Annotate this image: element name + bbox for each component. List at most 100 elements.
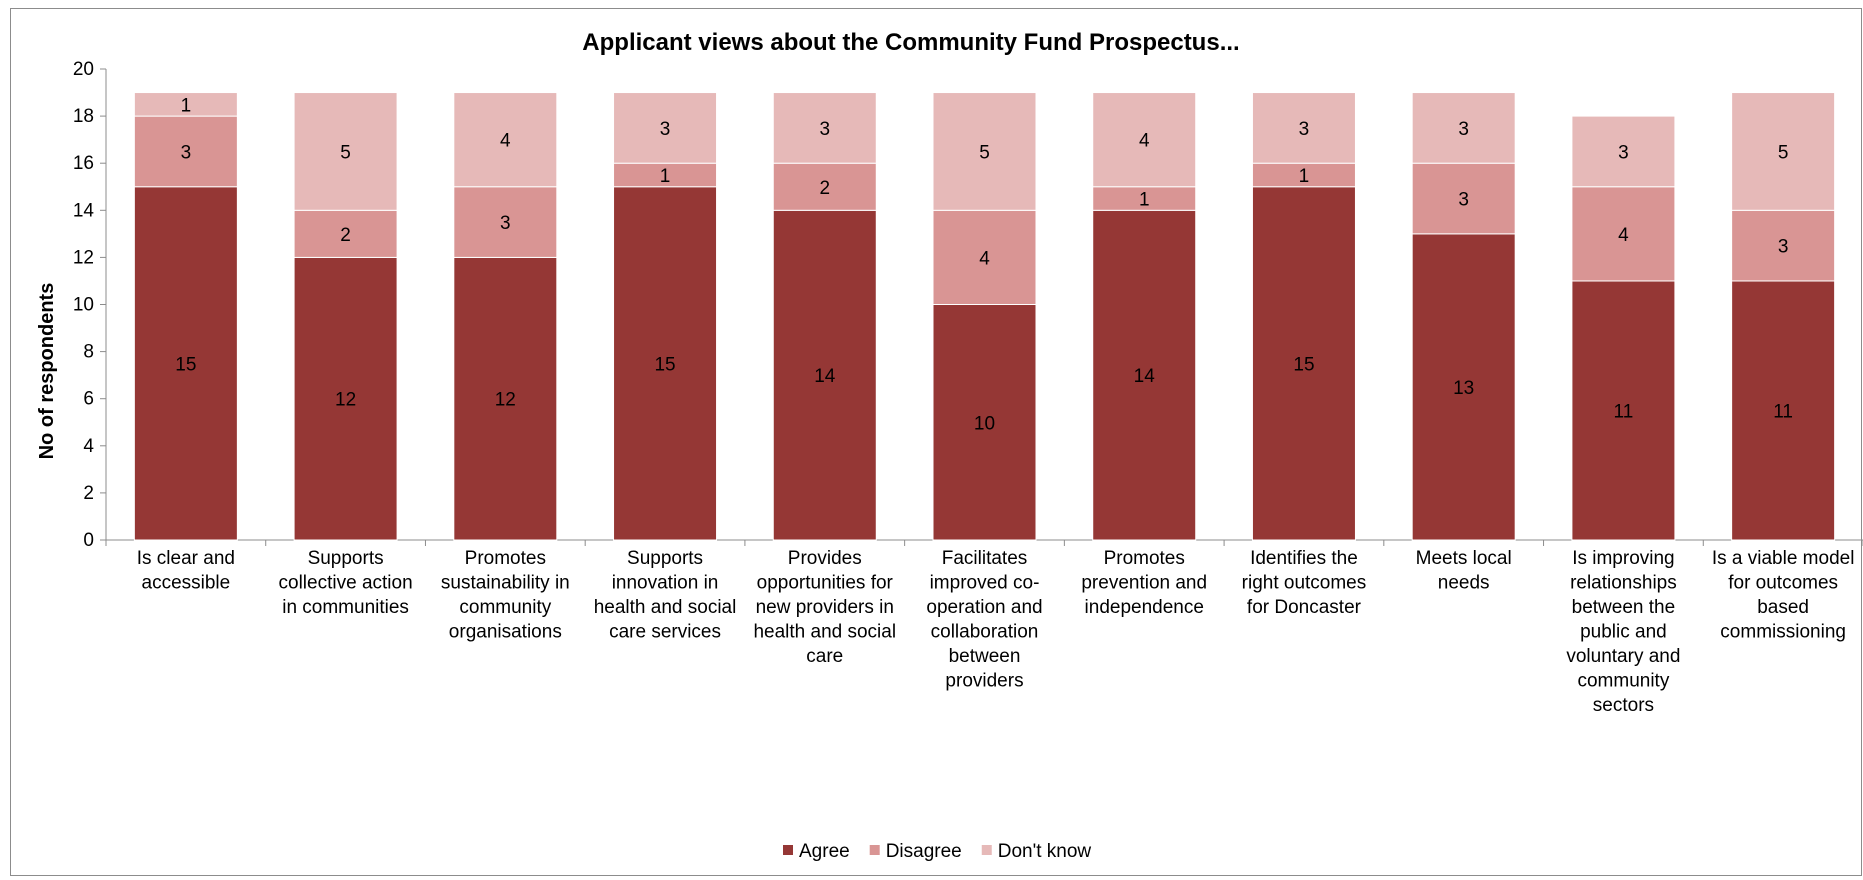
data-label: 3 [660, 119, 671, 140]
legend-swatch [869, 845, 880, 855]
y-tick-label: 12 [73, 247, 94, 268]
bar-segment [453, 186, 558, 258]
bar-segment [293, 256, 398, 541]
y-tick-label: 20 [73, 59, 94, 80]
bar-segment [1411, 233, 1516, 541]
category-label: Promotes sustainability in community organi… [441, 548, 570, 643]
bar-segment [613, 92, 718, 164]
data-label: 3 [181, 142, 192, 163]
legend-label: Don't know [998, 841, 1092, 862]
data-label: 3 [1778, 237, 1789, 258]
data-label: 5 [979, 142, 990, 163]
data-label: 15 [1293, 354, 1314, 375]
chart-title: Applicant views about the Community Fund… [582, 29, 1239, 56]
category-label: Supports innovation in health and social ca… [594, 548, 737, 643]
data-label: 3 [819, 119, 830, 140]
bar-segment [133, 186, 238, 541]
data-label: 3 [500, 213, 511, 234]
data-label: 4 [979, 248, 990, 269]
category-labels: Is clear and accessible Supports collective… [137, 548, 1855, 716]
data-label: 1 [181, 95, 192, 116]
bar-segment [1251, 186, 1356, 541]
data-label: 3 [1458, 190, 1469, 211]
category-label: Promotes prevention and independence [1081, 548, 1207, 618]
chart-area: Applicant views about the Community Fund… [10, 8, 1863, 876]
bar-segment [1571, 280, 1676, 541]
data-label: 3 [1618, 142, 1629, 163]
data-label: 13 [1453, 378, 1474, 399]
y-tick-label: 10 [73, 295, 94, 316]
bars [133, 92, 1836, 541]
data-label: 15 [175, 354, 196, 375]
bar-segment [613, 186, 718, 541]
bar-segment [1731, 92, 1836, 211]
category-label: Facilitates improved co-operation and coll… [926, 548, 1042, 692]
bar-segment [1411, 162, 1516, 235]
category-label: Supports collective action in communities [279, 548, 413, 618]
data-label: 14 [1134, 366, 1156, 387]
data-label: 10 [974, 413, 995, 434]
category-label: Is clear and accessible [137, 548, 235, 594]
bar-segment [1411, 92, 1516, 164]
bar-segment [1092, 92, 1197, 188]
bar-segment [133, 92, 238, 117]
data-label: 4 [1618, 225, 1629, 246]
legend-swatch [981, 845, 992, 855]
y-axis-label: No of respondents [36, 283, 58, 460]
data-label: 1 [1299, 166, 1310, 187]
y-tick-label: 4 [83, 436, 94, 457]
data-label: 3 [1299, 119, 1310, 140]
category-label: Provides opportunities for new providers i… [753, 548, 896, 667]
data-label: 15 [654, 354, 675, 375]
data-label: 2 [819, 178, 830, 199]
category-label: Is improving relationships between the publ… [1566, 548, 1680, 716]
data-labels: 1531122512341513142310451414151313331143… [175, 95, 1793, 434]
bar-segment [133, 115, 238, 188]
bar-segment [932, 92, 1037, 211]
y-tick-label: 6 [83, 389, 94, 410]
bar-segment [1571, 115, 1676, 188]
bar-segment [293, 209, 398, 258]
bar-segment [772, 92, 877, 164]
legend: Agree Disagree Don't know [783, 841, 1091, 862]
y-tick-label: 18 [73, 106, 94, 127]
y-tick-label: 14 [73, 200, 95, 221]
category-label: Is a viable model for outcomes based commis… [1712, 548, 1855, 643]
legend-swatch [783, 845, 793, 855]
data-label: 12 [495, 390, 516, 411]
data-label: 14 [814, 366, 836, 387]
y-tick-label: 16 [73, 153, 94, 174]
bar-segment [1731, 280, 1836, 541]
data-label: 1 [660, 166, 671, 187]
data-label: 4 [1139, 131, 1150, 152]
legend-label: Disagree [886, 841, 962, 862]
bar-segment [1571, 186, 1676, 282]
bar-segment [932, 209, 1037, 305]
bar-segment [772, 209, 877, 541]
bar-segment [453, 256, 558, 541]
data-label: 11 [1773, 401, 1793, 422]
data-label: 1 [1139, 190, 1150, 211]
data-label: 5 [1778, 142, 1789, 163]
category-label: Meets local needs [1416, 548, 1512, 594]
data-label: 2 [340, 225, 351, 246]
x-axis [105, 539, 1863, 546]
y-axis: 0 2 4 6 8 10 12 14 16 18 20 [73, 59, 107, 551]
data-label: 4 [500, 131, 511, 152]
y-tick-label: 2 [83, 483, 94, 504]
legend-label: Agree [799, 841, 850, 862]
bar-segment [1731, 209, 1836, 282]
data-label: 3 [1458, 119, 1469, 140]
data-label: 12 [335, 390, 356, 411]
y-tick-label: 0 [83, 530, 94, 551]
bar-segment [1251, 92, 1356, 164]
bar-segment [932, 304, 1037, 541]
stacked-bar-chart: Applicant views about the Community Fund… [36, 29, 1863, 862]
bar-segment [293, 92, 398, 211]
data-label: 11 [1614, 401, 1634, 422]
bar-segment [453, 92, 558, 188]
category-label: Identifies the right outcomes for Doncaste… [1242, 548, 1367, 618]
bar-segment [772, 162, 877, 211]
y-tick-label: 8 [83, 342, 94, 363]
data-label: 5 [340, 142, 351, 163]
